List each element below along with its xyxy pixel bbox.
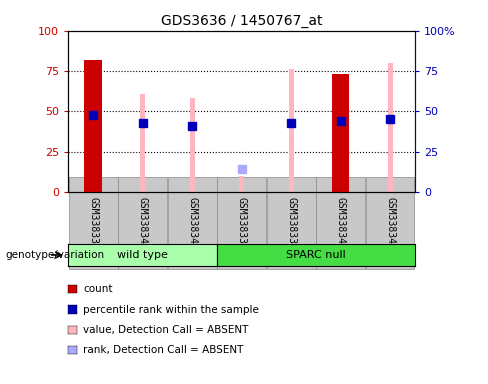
Text: rank, Detection Call = ABSENT: rank, Detection Call = ABSENT: [83, 345, 244, 355]
Title: GDS3636 / 1450767_at: GDS3636 / 1450767_at: [161, 14, 322, 28]
Text: percentile rank within the sample: percentile rank within the sample: [83, 305, 259, 314]
Text: genotype/variation: genotype/variation: [5, 250, 104, 260]
Bar: [387, 63, 392, 192]
Bar: [239, 176, 244, 192]
Bar: [190, 98, 195, 192]
Bar: [84, 60, 102, 192]
Text: count: count: [83, 284, 112, 294]
Text: wild type: wild type: [117, 250, 168, 260]
Bar: [288, 70, 294, 192]
Bar: [140, 94, 145, 192]
Text: SPARC null: SPARC null: [286, 250, 346, 260]
Bar: [332, 74, 349, 192]
Text: value, Detection Call = ABSENT: value, Detection Call = ABSENT: [83, 325, 248, 335]
